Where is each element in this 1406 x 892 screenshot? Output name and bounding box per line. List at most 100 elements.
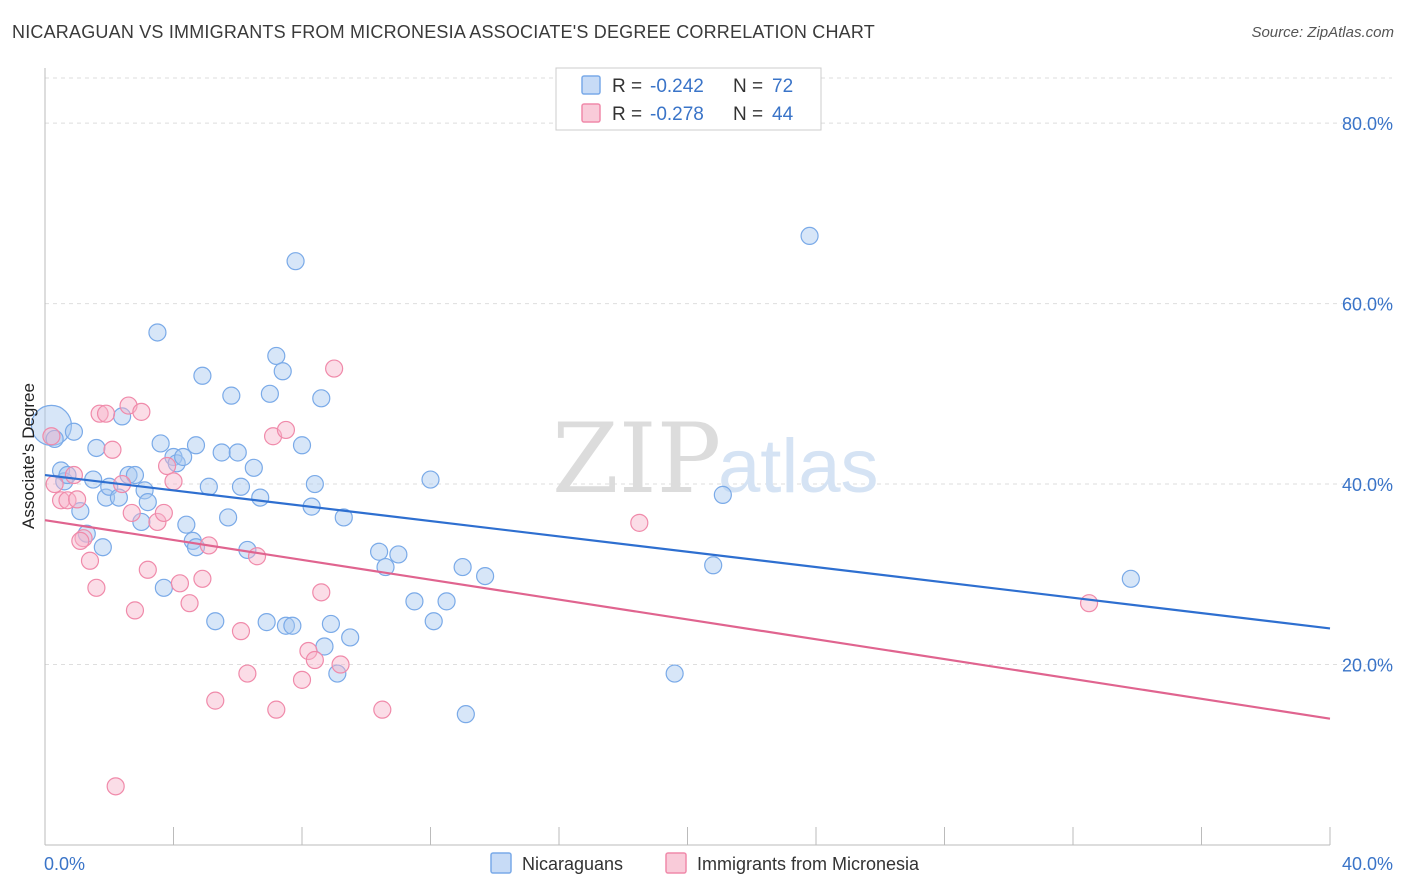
y-tick-label: 20.0% (1342, 656, 1393, 676)
nicaraguans-point (228, 443, 247, 462)
nicaraguans-point (424, 612, 443, 631)
nicaraguans-point (93, 538, 112, 557)
micronesia-point (74, 529, 93, 548)
nicaraguans-point (305, 474, 324, 494)
legend-n-label-2: N = (733, 104, 763, 125)
watermark-zip: ZIP (552, 403, 721, 515)
series-legend: Nicaraguans Immigrants from Micronesia (490, 852, 920, 874)
y-tick-label: 40.0% (1342, 475, 1393, 495)
y-tick-labels: 20.0% 40.0% 60.0% 80.0% (1342, 114, 1393, 675)
nicaraguans-point (206, 612, 225, 631)
legend-r-value-2: -0.278 (650, 104, 704, 125)
micronesia-point (292, 670, 312, 689)
nicaraguans-point (212, 443, 231, 462)
nicaraguans-point (476, 566, 495, 586)
nicaraguans-point (30, 404, 73, 447)
gridlines (45, 77, 1392, 666)
micronesia-point (247, 547, 267, 566)
micronesia-point (1079, 594, 1099, 613)
nicaraguans-point (800, 226, 819, 246)
micronesia-point (312, 583, 331, 602)
nicaraguans-point (704, 556, 723, 575)
micronesia-point (87, 578, 106, 597)
micronesia-point (103, 440, 122, 459)
nicaraguans-point (713, 485, 732, 504)
micronesia-point (267, 700, 286, 719)
micronesia-point (157, 456, 177, 476)
nicaraguans-point (64, 422, 84, 441)
nicaraguans-point (286, 252, 305, 271)
nicaraguans-point (174, 447, 193, 467)
x-tick-label-min: 0.0% (44, 854, 85, 874)
nicaraguans-point (1121, 569, 1140, 588)
axes (44, 68, 1331, 846)
x-tick-label-max: 40.0% (1342, 854, 1393, 874)
nicaraguans-point (321, 614, 341, 634)
nicaraguans-point (334, 508, 353, 527)
legend-swatch-pink (581, 103, 601, 123)
legend-n-label-1: N = (733, 76, 763, 97)
nicaraguans-point (109, 488, 128, 507)
micronesia-trend-line (44, 519, 1331, 720)
micronesia-point (325, 359, 344, 378)
nicaraguans-point (341, 628, 360, 647)
nicaraguans-point (437, 592, 456, 611)
micronesia-point (276, 420, 296, 440)
series-label-nicaraguans: Nicaraguans (522, 854, 623, 874)
series-swatch-nicaraguans (490, 852, 512, 874)
micronesia-point (71, 531, 90, 551)
micronesia-point (132, 402, 151, 421)
nicaraguans-trend-line (44, 473, 1331, 630)
micronesia-point (193, 569, 212, 588)
nicaraguans-point (125, 465, 145, 485)
watermark: ZIP atlas (552, 403, 879, 515)
nicaraguans-point (421, 470, 440, 489)
nicaraguans-point (177, 515, 196, 534)
nicaraguans-point (260, 384, 279, 403)
nicaraguans-point (244, 458, 263, 477)
nicaraguans-point (96, 488, 116, 507)
micronesia-point (138, 560, 157, 579)
micronesia-point (80, 551, 100, 570)
micronesia-point (64, 465, 84, 485)
nicaraguans-point (453, 557, 472, 577)
nicaraguans-point (199, 477, 218, 496)
y-tick-label: 80.0% (1342, 114, 1393, 134)
nicaraguans-point (312, 389, 331, 408)
nicaraguans-point (119, 465, 138, 485)
nicaraguans-point (71, 502, 90, 521)
micronesia-point (68, 490, 87, 509)
nicaraguans-point (193, 366, 212, 385)
nicaraguans-point (186, 436, 206, 455)
micronesia-point (122, 503, 141, 523)
data-points (30, 226, 1140, 796)
micronesia-point (106, 777, 125, 796)
legend-n-value-2: 44 (772, 104, 794, 125)
nicaraguans-point (151, 434, 170, 453)
micronesia-point (305, 650, 324, 670)
micronesia-point (180, 594, 199, 613)
micronesia-point (164, 472, 183, 491)
series-label-micronesia: Immigrants from Micronesia (697, 854, 920, 874)
legend-r-value-1: -0.242 (650, 76, 704, 97)
micronesia-point (231, 622, 251, 641)
micronesia-point (206, 691, 225, 710)
nicaraguans-point (138, 493, 157, 512)
nicaraguans-point (273, 362, 292, 381)
nicaraguans-point (267, 346, 286, 366)
legend-r-label-1: R = (612, 76, 642, 97)
micronesia-point (630, 513, 649, 532)
nicaraguans-point (389, 545, 408, 564)
chart-title: NICARAGUAN VS IMMIGRANTS FROM MICRONESIA… (12, 22, 875, 42)
micronesia-point (238, 664, 257, 683)
micronesia-point (45, 474, 64, 494)
x-tick-labels: 0.0% 40.0% (44, 854, 1393, 874)
nicaraguans-point (257, 613, 276, 632)
nicaraguans-point (231, 477, 251, 496)
micronesia-point (96, 404, 116, 423)
trend-lines (44, 473, 1331, 720)
nicaraguans-point (405, 592, 424, 611)
nicaraguans-point (87, 438, 106, 458)
legend-n-value-1: 72 (772, 76, 793, 97)
